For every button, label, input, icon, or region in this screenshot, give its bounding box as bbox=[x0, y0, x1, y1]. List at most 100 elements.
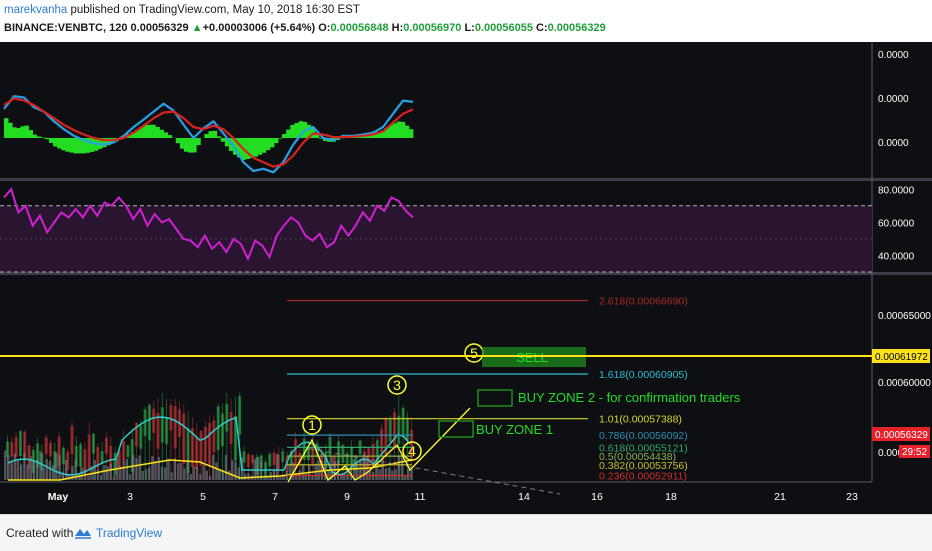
volume-bar bbox=[190, 474, 192, 480]
candle-body bbox=[126, 445, 129, 457]
price-axis-tick-label: 0.00060000 bbox=[878, 378, 931, 389]
volume-bar bbox=[7, 455, 9, 480]
fib-level-label: 0.236(0.00052911) bbox=[599, 471, 687, 483]
candle-body bbox=[122, 441, 125, 461]
macd-histogram-bar bbox=[217, 136, 222, 138]
volume-bar bbox=[132, 455, 134, 480]
macd-histogram-bar bbox=[270, 138, 275, 147]
volume-bar bbox=[273, 470, 275, 481]
buy-zone-1-label: BUY ZONE 1 bbox=[476, 422, 553, 437]
macd-histogram-bar bbox=[16, 128, 21, 138]
candle-body bbox=[406, 418, 409, 441]
candle-body bbox=[247, 454, 250, 467]
volume-bar bbox=[164, 468, 166, 480]
volume-bar bbox=[177, 463, 179, 480]
volume-bar bbox=[122, 461, 124, 480]
up-arrow-icon: ▲ bbox=[192, 22, 203, 34]
tradingview-logo-icon[interactable] bbox=[74, 526, 92, 540]
chart-canvas[interactable]: 0.00000.00000.000080.000060.000040.00002… bbox=[0, 42, 932, 514]
candle-body bbox=[105, 438, 108, 454]
volume-bar bbox=[87, 476, 89, 480]
candle-body bbox=[45, 437, 48, 454]
macd-histogram-bar bbox=[151, 125, 156, 138]
close-label: C: bbox=[536, 22, 548, 34]
macd-histogram-bar bbox=[4, 118, 9, 138]
candle-body bbox=[380, 429, 383, 453]
time-axis-tick-label: 21 bbox=[774, 491, 786, 503]
macd-histogram-bar bbox=[196, 138, 201, 145]
volume-bar bbox=[39, 451, 41, 480]
macd-histogram-bar bbox=[262, 138, 267, 153]
volume-bar bbox=[14, 454, 16, 480]
volume-bar bbox=[334, 461, 336, 480]
volume-bar bbox=[55, 453, 57, 480]
close-value: 0.00056329 bbox=[548, 22, 606, 34]
sell-zone-label: SELL bbox=[516, 350, 548, 365]
macd-histogram-bar bbox=[49, 138, 54, 143]
macd-histogram-bar bbox=[397, 122, 402, 139]
macd-histogram-bar bbox=[20, 126, 25, 138]
volume-bar bbox=[113, 476, 115, 480]
volume-bar bbox=[215, 462, 217, 480]
volume-bar bbox=[103, 465, 105, 480]
created-with-label: Created with bbox=[6, 526, 73, 540]
macd-histogram-bar bbox=[164, 132, 169, 138]
buy-zone-2-label: BUY ZONE 2 - for confirmation traders bbox=[518, 390, 741, 405]
author-link[interactable]: marekvanha bbox=[4, 4, 67, 16]
macd-histogram-bar bbox=[278, 138, 283, 139]
volume-bar bbox=[318, 461, 320, 481]
open-label: O: bbox=[318, 22, 330, 34]
wave-label: 3 bbox=[393, 377, 401, 393]
macd-histogram-bar bbox=[29, 130, 34, 138]
high-value: 0.00056970 bbox=[403, 22, 461, 34]
macd-histogram-bar bbox=[184, 138, 189, 152]
publish-line: marekvanha published on TradingView.com,… bbox=[4, 4, 360, 16]
candle-body bbox=[19, 431, 22, 456]
macd-histogram-bar bbox=[192, 138, 197, 153]
volume-bar bbox=[404, 476, 406, 480]
macd-histogram-bar bbox=[74, 138, 79, 153]
macd-histogram-bar bbox=[168, 135, 173, 138]
symbol: BINANCE:VENBTC, 120 bbox=[4, 22, 127, 34]
candle-body bbox=[230, 412, 233, 444]
macd-axis-tick-label: 0.0000 bbox=[878, 94, 909, 105]
price-axis-tick-label: 0.00065000 bbox=[878, 311, 931, 322]
candle-body bbox=[221, 414, 224, 447]
volume-bar bbox=[129, 474, 131, 480]
volume-bar bbox=[151, 456, 153, 480]
volume-bar bbox=[186, 462, 188, 480]
candle-body bbox=[92, 434, 95, 454]
candle-body bbox=[182, 414, 185, 464]
volume-bar bbox=[394, 469, 396, 480]
volume-bar bbox=[58, 455, 60, 480]
volume-bar bbox=[97, 469, 99, 480]
wave-label: 4 bbox=[408, 443, 416, 459]
candle-body bbox=[152, 409, 155, 433]
price-change: +0.00003006 (+5.64%) bbox=[203, 22, 316, 34]
volume-bar bbox=[196, 468, 198, 480]
candle-body bbox=[264, 462, 267, 476]
volume-bar bbox=[206, 471, 208, 480]
time-axis-tick-label: 9 bbox=[344, 491, 350, 503]
candle-body bbox=[62, 448, 65, 464]
volume-bar bbox=[126, 459, 128, 480]
macd-histogram-bar bbox=[409, 129, 414, 138]
tradingview-link[interactable]: TradingView bbox=[96, 526, 162, 540]
volume-bar bbox=[110, 464, 112, 480]
volume-bar bbox=[26, 464, 28, 480]
candle-body bbox=[139, 425, 142, 449]
fib-level-label: 0.786(0.00056092) bbox=[599, 430, 688, 442]
last-price: 0.00056329 bbox=[131, 22, 189, 34]
macd-histogram-bar bbox=[221, 138, 226, 142]
volume-bar bbox=[154, 461, 156, 480]
macd-histogram-bar bbox=[180, 138, 185, 149]
volume-bar bbox=[142, 471, 144, 480]
low-value: 0.00056055 bbox=[475, 22, 533, 34]
volume-bar bbox=[398, 456, 400, 480]
rsi-axis-tick-label: 40.0000 bbox=[878, 251, 915, 262]
published-text: published on TradingView.com, May 10, 20… bbox=[67, 4, 360, 16]
macd-histogram-bar bbox=[90, 138, 95, 152]
candle-body bbox=[402, 408, 405, 435]
fib-level-label: 1.01(0.00057388) bbox=[599, 414, 682, 426]
macd-histogram-bar bbox=[204, 134, 209, 138]
